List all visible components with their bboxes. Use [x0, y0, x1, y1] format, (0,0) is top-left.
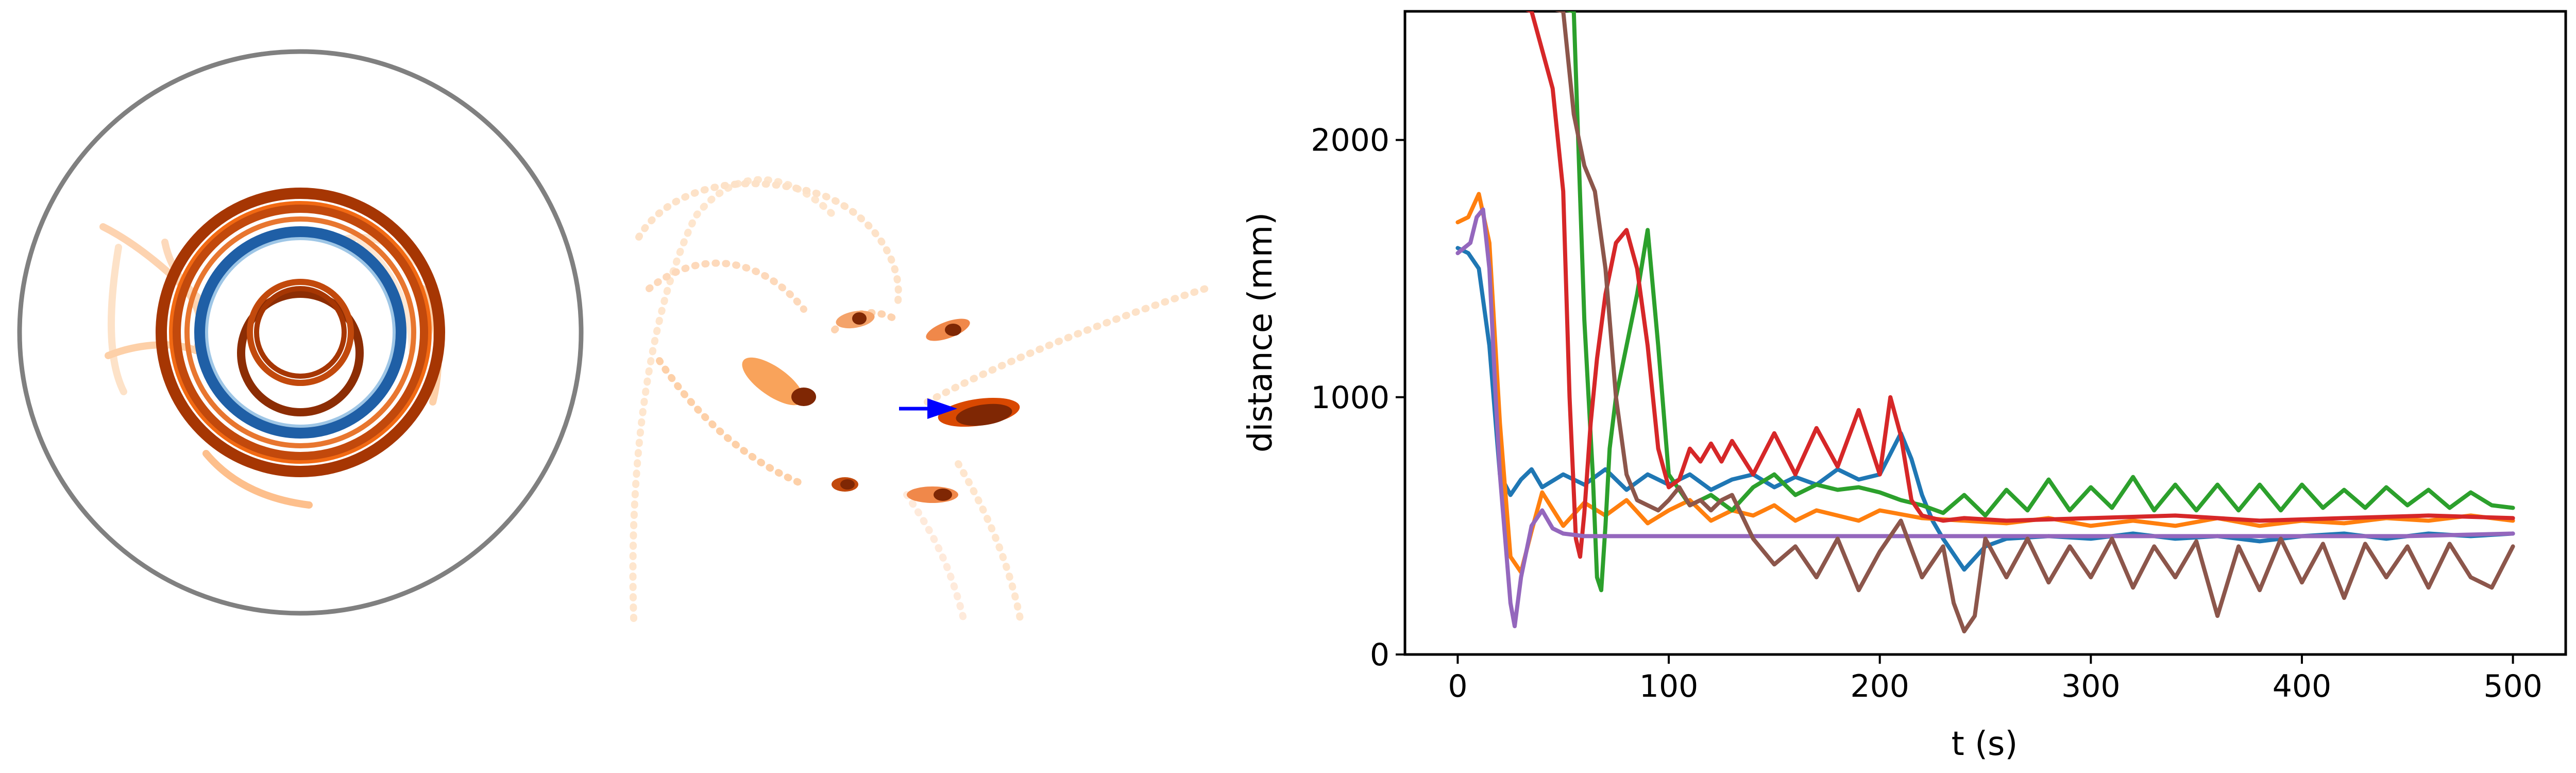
y-tick-label: 0 — [1370, 637, 1389, 673]
zoom-blobs — [742, 310, 1020, 503]
x-tick-label: 500 — [2483, 668, 2543, 704]
arena-ring-1 — [156, 188, 445, 477]
arena-ring-9 — [254, 286, 347, 379]
x-tick-label: 100 — [1639, 668, 1699, 704]
y-tick-label: 1000 — [1311, 380, 1389, 416]
y-tick-label: 2000 — [1311, 123, 1389, 159]
arena-ring-7 — [237, 290, 364, 416]
zoom-trail-5 — [924, 285, 1209, 406]
arena-boundary — [17, 49, 584, 616]
arena-ring-2 — [169, 201, 432, 464]
zoom-blob-8 — [956, 404, 1012, 426]
series-line-3 — [1564, 11, 2515, 593]
series-line-6 — [1554, 11, 2515, 634]
arena-panel — [17, 49, 584, 616]
zoom-panel — [629, 176, 1209, 622]
arena-ring-3 — [173, 205, 428, 460]
series-layer — [1455, 11, 2515, 634]
zoom-trails — [629, 176, 1209, 622]
heading-arrow — [899, 398, 957, 419]
arena-ring-6 — [205, 237, 396, 428]
arena-ring-5 — [194, 226, 406, 439]
arena-ring-4 — [184, 216, 416, 448]
zoom-blob-2 — [791, 388, 816, 406]
plot-frame — [1403, 10, 2567, 656]
series-line-4 — [1525, 11, 2515, 559]
zoom-blob-4 — [852, 312, 867, 325]
zoom-trail-2 — [635, 180, 902, 313]
zoom-trail-4 — [656, 357, 807, 488]
distance-line-chart: 0 100 200 300 400 500 0 1000 2000 t (s) distanc… — [1242, 10, 2567, 763]
y-axis-label: distance (mm) — [1242, 212, 1280, 452]
zoom-blob-12 — [934, 489, 952, 501]
arena-trail-2 — [108, 244, 127, 395]
x-tick-label: 300 — [2061, 668, 2121, 704]
zoom-trail-6 — [955, 460, 1024, 622]
arena-ring-8 — [247, 279, 354, 386]
zoom-trail-8 — [903, 491, 967, 622]
x-tick-label: 200 — [1850, 668, 1909, 704]
zoom-trail-3 — [646, 259, 807, 313]
zoom-trail-1 — [629, 176, 838, 622]
x-axis-label: t (s) — [1952, 725, 2018, 763]
x-tick-label: 0 — [1448, 668, 1467, 704]
zoom-blob-6 — [945, 324, 961, 336]
y-axis-ticks: 0 1000 2000 — [1311, 123, 1405, 673]
series-line-5 — [1455, 207, 2515, 629]
arena-rings — [156, 188, 445, 477]
arena-trail-7 — [202, 450, 313, 509]
zoom-blob-1 — [742, 357, 804, 406]
x-tick-label: 400 — [2273, 668, 2332, 704]
arena-trail-4 — [161, 239, 210, 308]
zoom-blob-10 — [840, 479, 855, 490]
x-axis-ticks: 0 100 200 300 400 500 — [1448, 654, 2543, 704]
